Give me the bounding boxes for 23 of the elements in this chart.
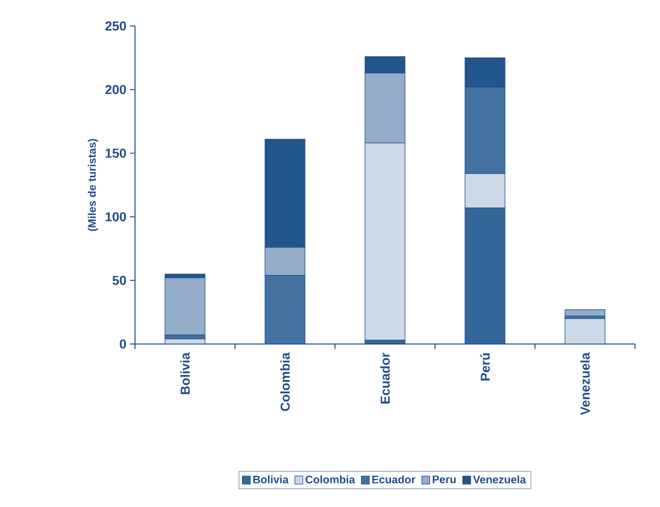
- legend-label: Bolivia: [253, 475, 289, 484]
- y-tick-label: 50: [112, 276, 126, 285]
- bar: [564, 318, 606, 344]
- x-tick-label: Perú: [480, 353, 490, 380]
- bar: [464, 86, 506, 174]
- legend-label: Venezuela: [473, 475, 526, 484]
- legend-label: Ecuador: [372, 475, 416, 484]
- y-axis-title: (Miles de turistas): [88, 138, 98, 232]
- y-tick-label: 200: [105, 85, 126, 94]
- legend-label: Peru: [432, 476, 456, 484]
- y-tick-label: 100: [106, 212, 126, 222]
- x-tick-label: Ecuador: [380, 352, 390, 404]
- y-tick-label: 250: [105, 21, 126, 31]
- y-tick-label: 0: [120, 339, 126, 349]
- bar: [464, 208, 506, 344]
- legend-label: Colombia: [306, 475, 356, 484]
- x-tick-label: Colombia: [280, 352, 290, 411]
- bar: [464, 173, 506, 208]
- x-tick-label: Bolivia: [180, 352, 190, 394]
- y-tick-label: 150: [106, 148, 126, 158]
- bar: [264, 275, 306, 344]
- x-tick-label: Venezuela: [580, 352, 590, 416]
- bar: [364, 142, 406, 340]
